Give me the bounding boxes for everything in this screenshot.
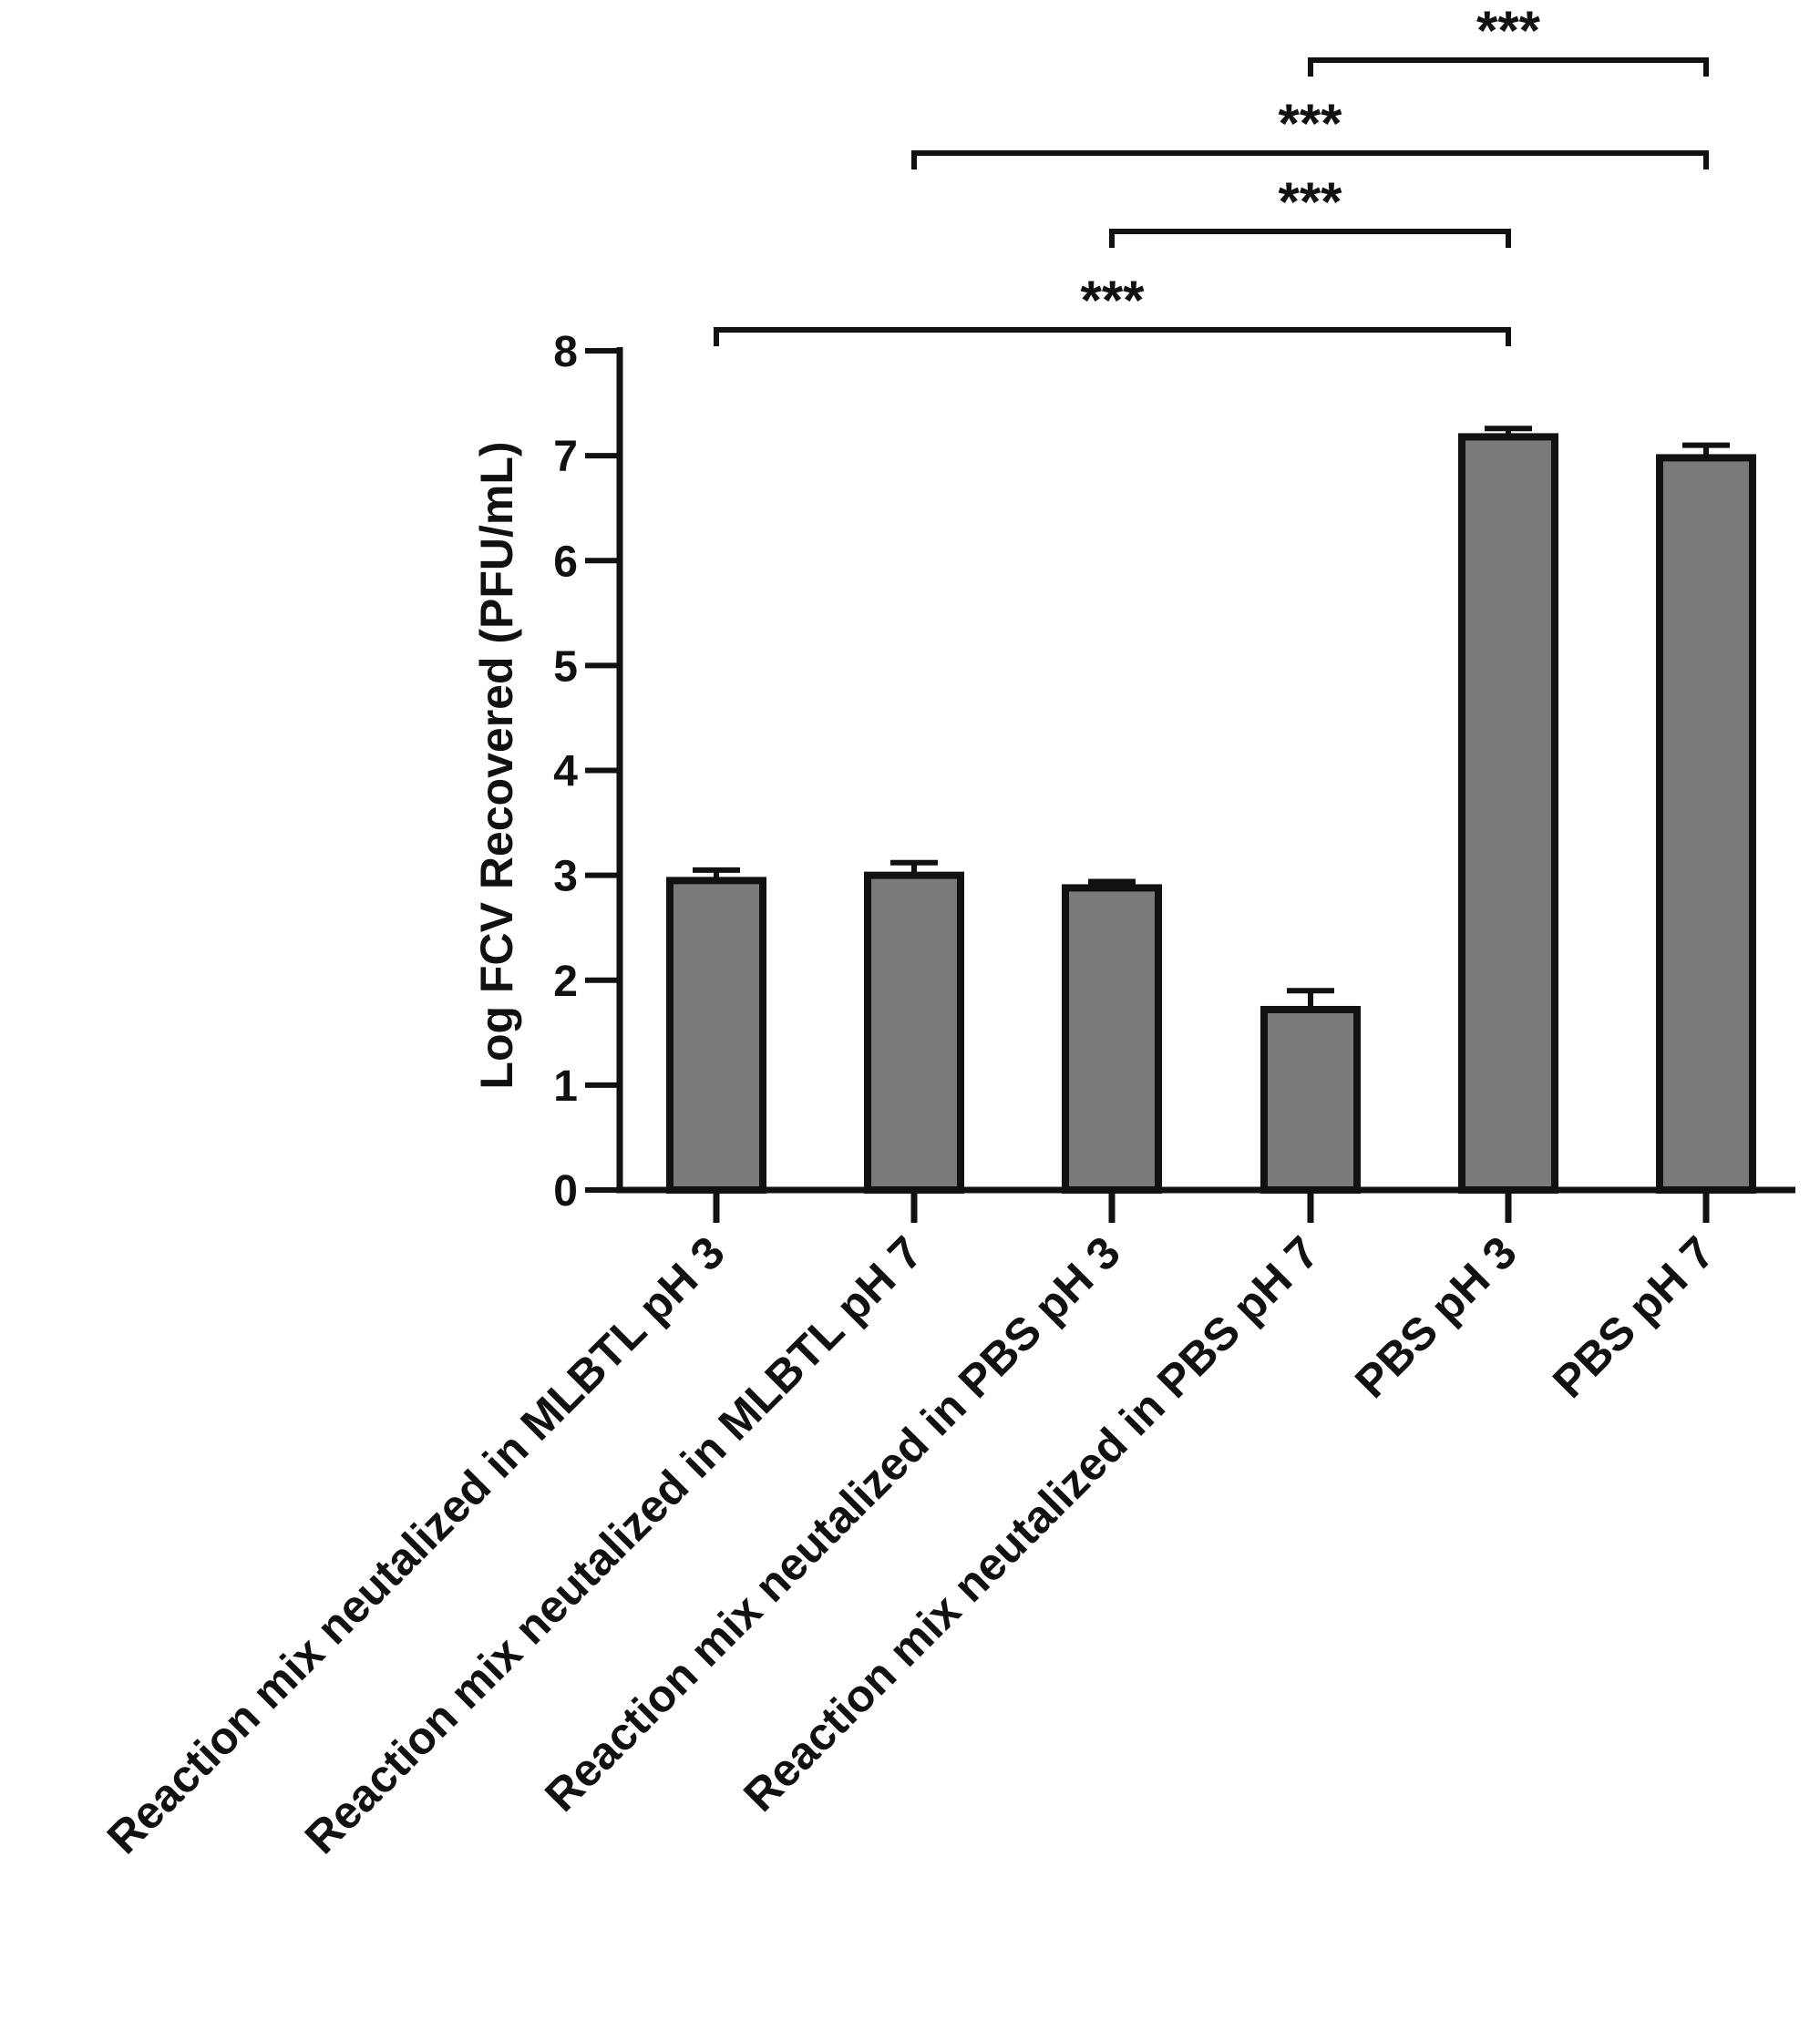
y-tick-label: 2 [553, 958, 578, 1006]
y-tick-label: 0 [553, 1167, 578, 1216]
bar [1656, 454, 1756, 1194]
bar [1458, 433, 1558, 1194]
significance-bracket [1109, 229, 1511, 248]
bar [1260, 1005, 1361, 1194]
y-tick-label: 4 [553, 748, 578, 796]
y-axis-label: Log FCV Recovered (PFU/mL) [471, 441, 522, 1089]
bar [1062, 884, 1162, 1194]
y-tick-label: 1 [553, 1062, 578, 1111]
bar [666, 877, 766, 1194]
y-tick-label: 8 [553, 328, 578, 376]
significance-bracket [714, 327, 1511, 346]
significance-label: *** [1278, 171, 1342, 232]
significance-label: *** [1278, 93, 1342, 154]
x-tick-label: PBS pH 3 [1345, 1226, 1527, 1408]
y-tick-label: 5 [553, 642, 578, 691]
y-tick-label: 7 [553, 433, 578, 481]
x-tick-label: PBS pH 7 [1543, 1226, 1724, 1408]
significance-bracket [911, 150, 1709, 169]
significance-label: *** [1476, 0, 1541, 61]
y-tick-label: 6 [553, 538, 578, 586]
significance-label: *** [1080, 270, 1145, 331]
y-tick-label: 3 [553, 853, 578, 901]
significance-bracket [1308, 57, 1709, 77]
bar [864, 871, 964, 1194]
